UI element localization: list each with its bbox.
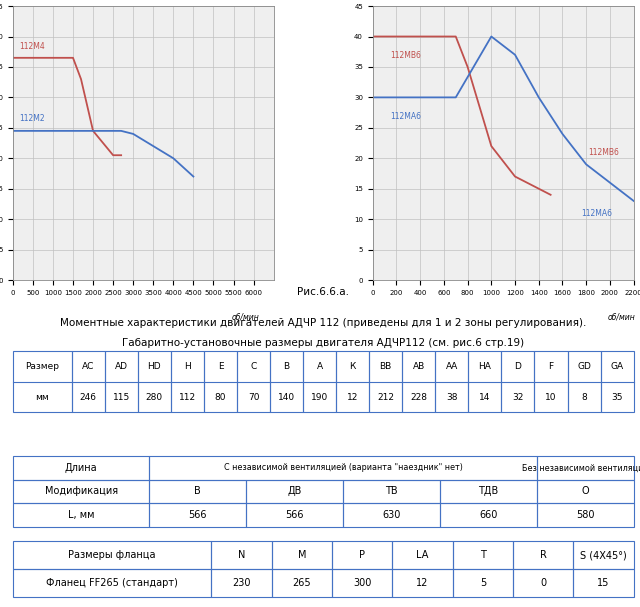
Text: 112МА6: 112МА6	[390, 112, 422, 121]
Text: N: N	[238, 550, 245, 560]
Text: ДВ: ДВ	[287, 486, 302, 497]
Text: D: D	[515, 362, 522, 371]
Text: Без независимой вентиляции: Без независимой вентиляции	[522, 463, 640, 472]
Text: LA: LA	[417, 550, 429, 560]
Text: M: M	[298, 550, 306, 560]
Text: 112МВ6: 112МВ6	[390, 51, 421, 60]
Text: 112М2: 112М2	[19, 114, 44, 123]
Text: 580: 580	[576, 510, 595, 520]
Text: 70: 70	[248, 393, 259, 402]
Text: 280: 280	[146, 393, 163, 402]
Text: 80: 80	[215, 393, 227, 402]
Text: АА: АА	[445, 362, 458, 371]
Text: Длина: Длина	[65, 463, 97, 473]
Text: 12: 12	[417, 578, 429, 588]
Text: 15: 15	[597, 578, 610, 588]
Text: 660: 660	[479, 510, 497, 520]
Text: О: О	[581, 486, 589, 497]
Text: АС: АС	[82, 362, 95, 371]
Text: R: R	[540, 550, 547, 560]
Text: L, мм: L, мм	[68, 510, 94, 520]
Text: 265: 265	[292, 578, 311, 588]
Text: 12: 12	[347, 393, 358, 402]
Text: 228: 228	[410, 393, 428, 402]
Text: Фланец FF265 (стандарт): Фланец FF265 (стандарт)	[46, 578, 178, 588]
Text: НА: НА	[479, 362, 492, 371]
Text: 38: 38	[446, 393, 458, 402]
Text: ТВ: ТВ	[385, 486, 398, 497]
Text: Габаритно-установочные размеры двигателя АДЧР112 (см. рис.6 стр.19): Габаритно-установочные размеры двигателя…	[122, 338, 524, 348]
Text: 112МА6: 112МА6	[581, 209, 612, 218]
Text: Н: Н	[184, 362, 191, 371]
Text: 140: 140	[278, 393, 295, 402]
Text: С независимой вентиляцией (варианта "наездник" нет): С независимой вентиляцией (варианта "нае…	[223, 463, 463, 472]
Text: В: В	[195, 486, 201, 497]
Text: 112М4: 112М4	[19, 42, 45, 50]
Text: 212: 212	[377, 393, 394, 402]
Text: ВВ: ВВ	[380, 362, 392, 371]
Text: В: В	[284, 362, 290, 371]
Text: 190: 190	[311, 393, 328, 402]
Text: мм: мм	[35, 393, 49, 402]
Text: 566: 566	[285, 510, 304, 520]
Text: 32: 32	[512, 393, 524, 402]
Text: 115: 115	[113, 393, 130, 402]
Text: T: T	[480, 550, 486, 560]
Text: 246: 246	[80, 393, 97, 402]
Text: F: F	[548, 362, 554, 371]
Text: АВ: АВ	[413, 362, 425, 371]
Text: 112: 112	[179, 393, 196, 402]
Text: об/мин: об/мин	[232, 313, 259, 322]
Text: 630: 630	[382, 510, 401, 520]
Text: НD: НD	[148, 362, 161, 371]
Text: Рис.6.6.а.: Рис.6.6.а.	[297, 287, 349, 297]
Text: Размер: Размер	[26, 362, 60, 371]
Text: 14: 14	[479, 393, 491, 402]
Text: Модификация: Модификация	[45, 486, 118, 497]
Text: GA: GA	[611, 362, 623, 371]
Text: 566: 566	[189, 510, 207, 520]
Text: 10: 10	[545, 393, 557, 402]
Text: Моментные характеристики двигателей АДЧР 112 (приведены для 1 и 2 зоны регулиров: Моментные характеристики двигателей АДЧР…	[60, 317, 586, 328]
Text: С: С	[250, 362, 257, 371]
Text: 0: 0	[540, 578, 546, 588]
Text: К: К	[349, 362, 356, 371]
Text: об/мин: об/мин	[608, 313, 636, 322]
Text: 5: 5	[480, 578, 486, 588]
Text: 300: 300	[353, 578, 371, 588]
Text: S (4X45°): S (4X45°)	[580, 550, 627, 560]
Text: 230: 230	[232, 578, 251, 588]
Text: 112МВ6: 112МВ6	[589, 148, 620, 157]
Text: А: А	[317, 362, 323, 371]
Text: Размеры фланца: Размеры фланца	[68, 550, 156, 560]
Text: 8: 8	[581, 393, 587, 402]
Text: P: P	[359, 550, 365, 560]
Text: ТДВ: ТДВ	[478, 486, 499, 497]
Text: GD: GD	[577, 362, 591, 371]
Text: 35: 35	[611, 393, 623, 402]
Text: Е: Е	[218, 362, 223, 371]
Text: АD: АD	[115, 362, 128, 371]
